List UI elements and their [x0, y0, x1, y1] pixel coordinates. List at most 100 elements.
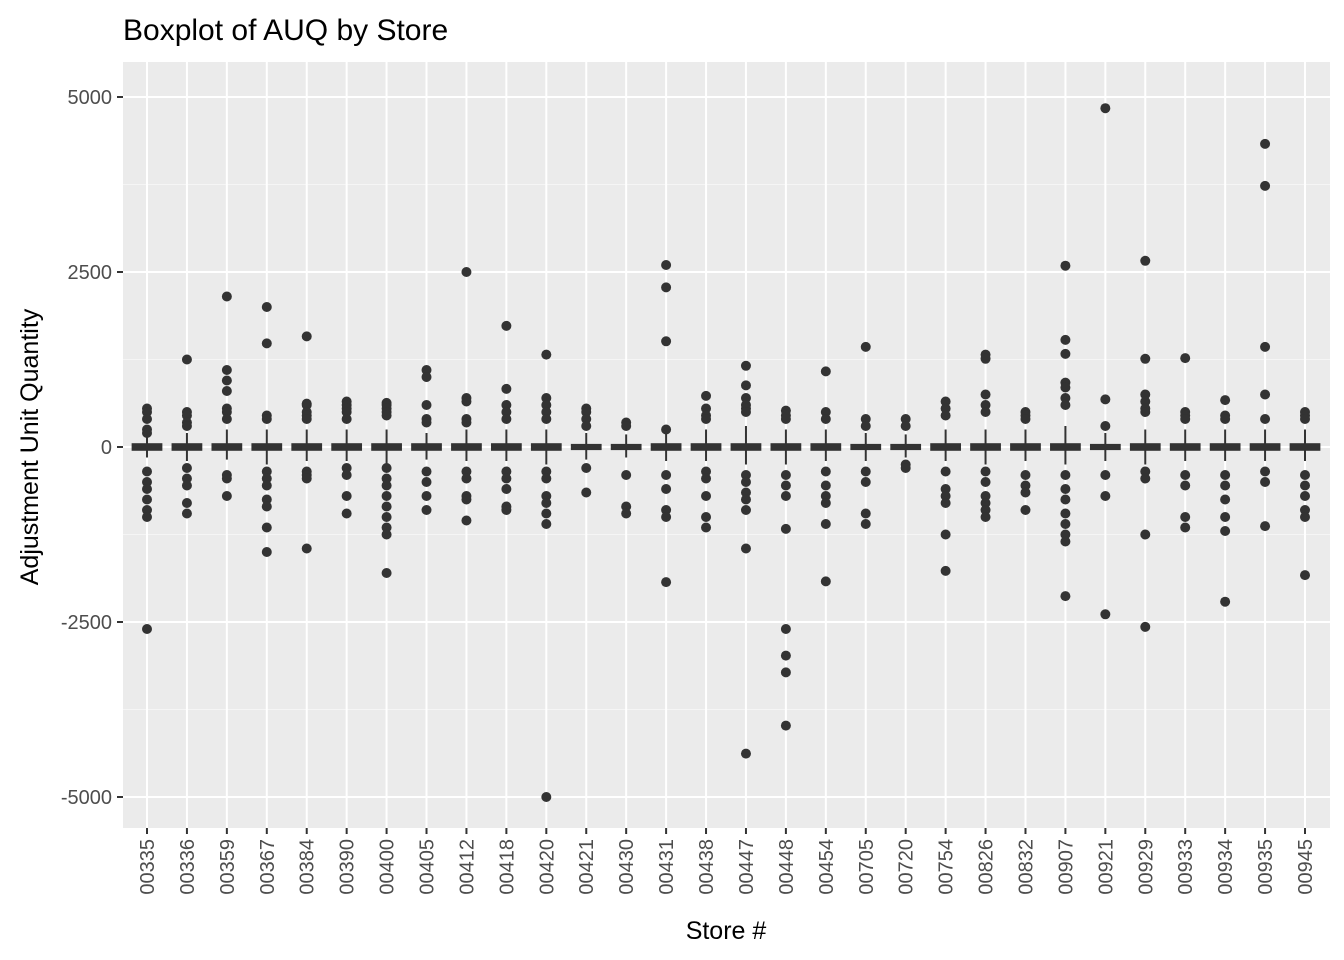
outlier-point — [1220, 470, 1231, 480]
outlier-point — [1220, 395, 1231, 406]
outlier-point — [461, 473, 472, 484]
outlier-point — [541, 349, 552, 360]
outlier-point — [381, 568, 392, 578]
outlier-point — [860, 519, 871, 529]
outlier-point — [1220, 526, 1231, 536]
outlier-point — [381, 463, 392, 473]
box-00359 — [211, 291, 243, 501]
outlier-point — [820, 414, 831, 424]
x-tick-label: 00336 — [177, 839, 199, 895]
outlier-point — [1060, 508, 1071, 519]
outlier-point — [341, 470, 352, 480]
x-tick-label: 00447 — [736, 839, 758, 895]
outlier-point — [181, 473, 192, 484]
outlier-point — [701, 390, 712, 401]
x-tick-label: 00431 — [656, 839, 678, 895]
outlier-point — [1140, 621, 1151, 632]
box-00933 — [1169, 353, 1201, 533]
outlier-point — [541, 792, 552, 802]
outlier-point — [501, 466, 512, 477]
outlier-point — [1300, 491, 1310, 501]
outlier-point — [661, 505, 672, 515]
outlier-point — [1020, 505, 1031, 515]
outlier-point — [621, 508, 632, 519]
outlier-point — [421, 505, 432, 515]
outlier-point — [142, 414, 152, 424]
outlier-point — [780, 470, 791, 480]
box-00421 — [570, 403, 602, 498]
outlier-point — [1260, 341, 1271, 352]
outlier-point — [181, 410, 192, 421]
outlier-point — [541, 393, 552, 403]
outlier-point — [701, 466, 712, 477]
outlier-point — [421, 491, 432, 501]
outlier-point — [301, 331, 312, 342]
box-00945 — [1289, 407, 1321, 581]
outlier-point — [341, 414, 352, 424]
outlier-point — [1060, 393, 1071, 403]
outlier-point — [261, 522, 272, 533]
plot-panel — [123, 62, 1330, 828]
outlier-point — [940, 491, 951, 501]
outlier-point — [261, 466, 272, 477]
x-tick-label: 00933 — [1175, 839, 1197, 895]
outlier-point — [541, 519, 552, 529]
outlier-point — [661, 512, 672, 522]
box-series — [131, 103, 1321, 802]
outlier-point — [221, 491, 232, 501]
outlier-point — [900, 414, 911, 424]
outlier-point — [1140, 473, 1151, 484]
outlier-point — [980, 491, 991, 501]
box-00832 — [1010, 407, 1041, 515]
outlier-point — [501, 320, 512, 331]
y-tick-label: 0 — [101, 437, 112, 459]
outlier-point — [381, 473, 392, 484]
box-00420 — [530, 349, 562, 802]
outlier-point — [860, 414, 871, 424]
outlier-point — [820, 519, 831, 529]
outlier-point — [581, 463, 592, 473]
outlier-point — [1260, 414, 1271, 424]
outlier-point — [661, 282, 672, 293]
outlier-point — [261, 547, 272, 557]
outlier-point — [820, 480, 831, 491]
outlier-point — [541, 400, 552, 410]
outlier-point — [820, 407, 831, 417]
outlier-point — [1060, 348, 1071, 359]
outlier-point — [661, 336, 672, 347]
outlier-point — [1220, 480, 1231, 491]
outlier-point — [1140, 389, 1151, 400]
outlier-point — [381, 512, 392, 522]
outlier-point — [1060, 484, 1071, 494]
outlier-point — [1260, 477, 1271, 487]
outlier-point — [142, 477, 152, 487]
outlier-point — [381, 522, 392, 533]
outlier-point — [780, 480, 791, 491]
outlier-point — [301, 473, 312, 484]
outlier-point — [581, 407, 592, 417]
outlier-point — [820, 466, 831, 477]
outlier-point — [142, 494, 152, 505]
outlier-point — [581, 421, 592, 431]
x-tick-label: 00754 — [936, 839, 958, 895]
outlier-point — [1100, 491, 1111, 501]
outlier-point — [820, 498, 831, 508]
outlier-point — [142, 624, 152, 634]
x-tick-label: 00945 — [1295, 839, 1317, 895]
outlier-point — [980, 477, 991, 487]
box-00907 — [1050, 260, 1081, 602]
outlier-point — [940, 403, 951, 414]
outlier-point — [1060, 334, 1071, 345]
outlier-point — [661, 260, 672, 270]
outlier-point — [1060, 382, 1071, 393]
outlier-point — [740, 543, 751, 554]
outlier-point — [780, 523, 791, 534]
x-tick-label: 00826 — [976, 839, 998, 895]
outlier-point — [461, 417, 472, 428]
outlier-point — [421, 417, 432, 428]
outlier-point — [301, 543, 312, 554]
outlier-point — [1220, 414, 1231, 424]
outlier-point — [701, 522, 712, 533]
outlier-point — [541, 491, 552, 501]
